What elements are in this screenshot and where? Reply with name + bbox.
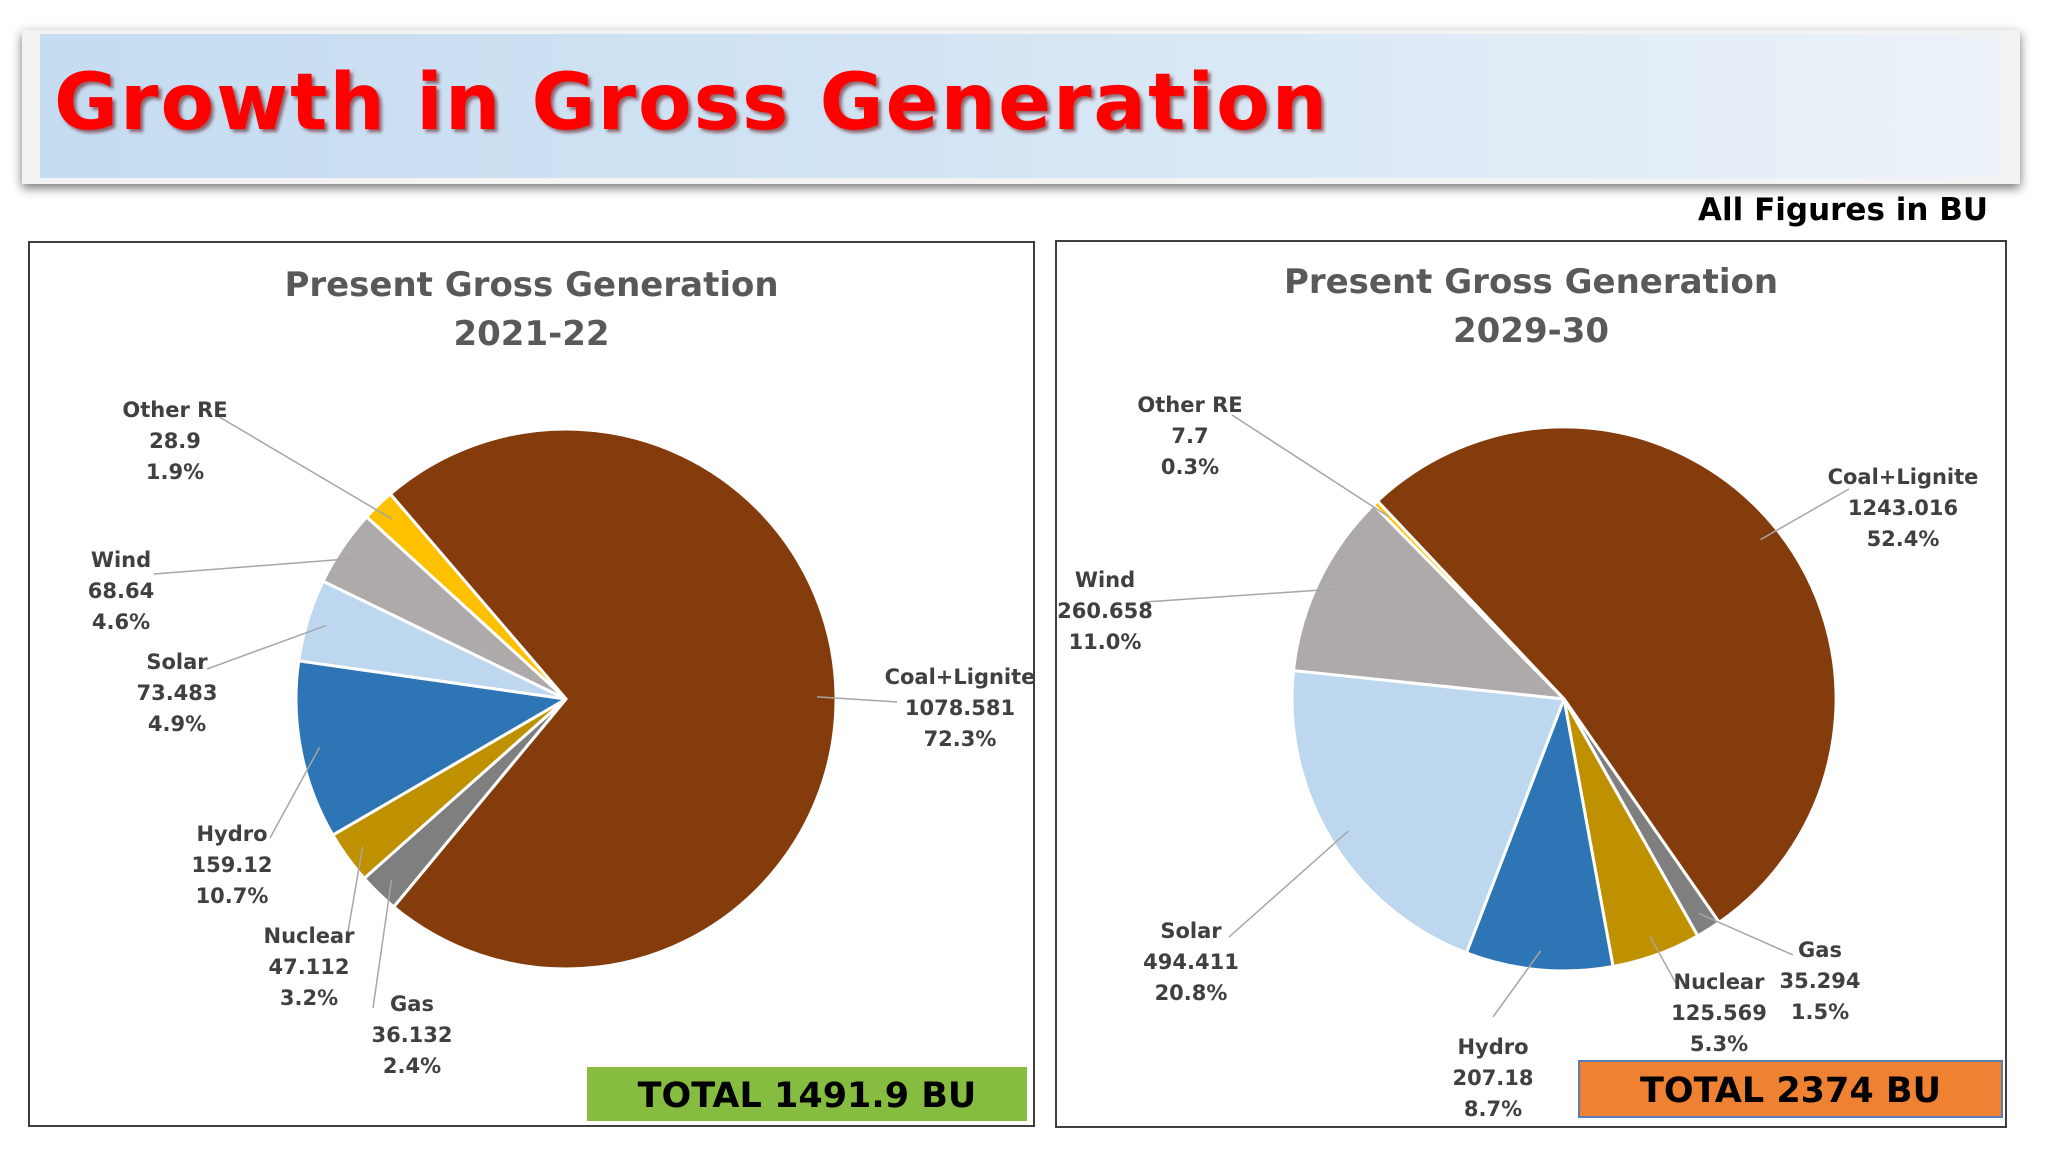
data-label-gas: Gas 35.294 1.5% bbox=[1779, 938, 1860, 1024]
leader-line-gas bbox=[372, 879, 393, 1009]
pie-slice-other-re bbox=[365, 492, 568, 701]
pie-slice-wind bbox=[1291, 503, 1566, 701]
leader-line-hydro bbox=[269, 746, 321, 839]
leader-line-nuclear bbox=[345, 846, 364, 944]
data-label-other-re: Other RE 28.9 1.9% bbox=[122, 398, 227, 484]
total-box: TOTAL 2374 BU bbox=[1578, 1060, 2003, 1118]
leader-line-coal-lignite bbox=[817, 696, 898, 703]
leader-line-coal-lignite bbox=[1760, 488, 1850, 541]
leader-line-solar bbox=[206, 624, 327, 670]
pie-chart-2021-22: Coal+Lignite 1078.581 72.3% Gas 36.132 2.4%Nu… bbox=[88, 398, 1033, 1078]
chart-subtitle: 2029-30 bbox=[1452, 311, 1610, 351]
chart-title: Present Gross Generation bbox=[284, 265, 779, 305]
pie-slice-solar bbox=[1290, 669, 1566, 955]
data-label-gas: Gas 36.132 2.4% bbox=[371, 992, 452, 1078]
data-label-coal-lignite: Coal+Lignite 1243.016 52.4% bbox=[1828, 465, 1979, 551]
data-label-other-re: Other RE 7.7 0.3% bbox=[1137, 393, 1242, 479]
pie-slice-coal-lignite bbox=[1375, 425, 1838, 924]
leader-line-other-re bbox=[215, 414, 392, 520]
data-label-solar: Solar 494.411 20.8% bbox=[1143, 919, 1239, 1005]
data-label-wind: Wind 68.64 4.6% bbox=[88, 548, 154, 634]
leader-line-wind bbox=[153, 557, 359, 575]
leader-line-hydro bbox=[1492, 950, 1542, 1018]
total-box: TOTAL 1491.9 BU bbox=[587, 1067, 1027, 1121]
pie-slice-hydro bbox=[1464, 697, 1615, 973]
data-label-hydro: Hydro 159.12 10.7% bbox=[191, 822, 272, 908]
data-label-nuclear: Nuclear 125.569 5.3% bbox=[1671, 970, 1767, 1056]
leader-line-wind bbox=[1144, 588, 1337, 603]
pie-slice-hydro bbox=[294, 659, 568, 837]
data-label-nuclear: Nuclear 47.112 3.2% bbox=[264, 924, 356, 1010]
chart-subtitle: 2021-22 bbox=[453, 314, 610, 354]
title-banner bbox=[22, 30, 2020, 184]
leader-line-other-re bbox=[1231, 414, 1390, 518]
title-banner-fill bbox=[40, 34, 2002, 178]
pie-chart-2029-30: Coal+Lignite 1243.016 52.4% Gas 35.294 1.5%Nu… bbox=[1057, 393, 1979, 1121]
data-label-hydro: Hydro 207.18 8.7% bbox=[1452, 1035, 1533, 1121]
pie-slice-other-re bbox=[1371, 499, 1566, 701]
data-label-solar: Solar 73.483 4.9% bbox=[136, 650, 217, 736]
chart-title: Present Gross Generation bbox=[1283, 262, 1779, 302]
leader-line-gas bbox=[1698, 912, 1794, 956]
leader-line-solar bbox=[1228, 830, 1349, 938]
data-label-coal-lignite: Coal+Lignite 1078.581 72.3% bbox=[885, 665, 1033, 751]
leader-line-nuclear bbox=[1649, 936, 1679, 988]
data-label-wind: Wind 260.658 11.0% bbox=[1057, 568, 1153, 654]
units-note: All Figures in BU bbox=[1698, 192, 1988, 228]
pie-slice-coal-lignite bbox=[388, 427, 838, 971]
chart-panel-2021-22: Present Gross Generation 2021-22 Coal+Li… bbox=[28, 241, 1035, 1127]
chart-panel-2029-30: Present Gross Generation 2029-30 Coal+Li… bbox=[1055, 240, 2007, 1128]
slide-title: Growth in Gross Generation bbox=[54, 58, 1330, 148]
